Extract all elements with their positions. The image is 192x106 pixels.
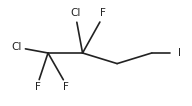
- Text: F: F: [35, 82, 40, 92]
- Text: I: I: [178, 48, 181, 58]
- Text: F: F: [100, 8, 106, 18]
- Text: F: F: [63, 82, 69, 92]
- Text: Cl: Cl: [11, 42, 22, 52]
- Text: Cl: Cl: [71, 8, 81, 18]
